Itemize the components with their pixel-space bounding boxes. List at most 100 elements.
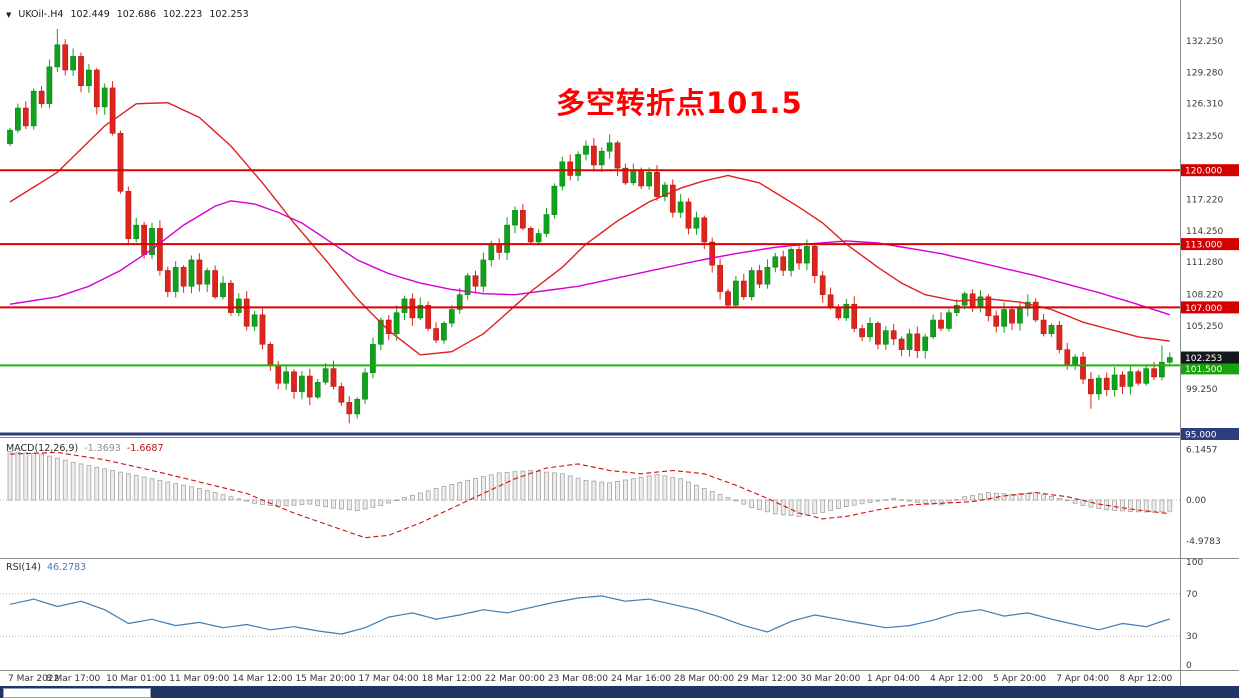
macd-bar [820, 499, 826, 513]
candle-body [306, 375, 313, 398]
price-scale[interactable] [1181, 0, 1239, 686]
candle-body [638, 169, 645, 187]
candle-body [977, 296, 984, 308]
macd-bar [70, 461, 76, 501]
time-label: 7 Apr 04:00 [1056, 674, 1109, 684]
candle-body [456, 294, 463, 310]
candle-body [898, 338, 905, 350]
macd-bar [236, 498, 242, 501]
candle-body [441, 322, 447, 341]
macd-bar [757, 499, 762, 510]
price-badge [1181, 164, 1239, 177]
macd-bar [149, 478, 155, 501]
candle-body [480, 259, 487, 287]
candle-body [62, 44, 69, 71]
macd-bar [1143, 499, 1149, 513]
macd-bar [339, 499, 344, 510]
bottom-scroll-box[interactable] [3, 688, 151, 698]
macd-bar [102, 468, 108, 501]
macd-bar [970, 495, 975, 501]
candle-body [1048, 325, 1055, 334]
macd-bar [141, 476, 147, 501]
macd-histogram [7, 451, 1173, 517]
price-tick: 123.250 [1186, 132, 1223, 142]
price-badge-label: 95.000 [1185, 431, 1217, 441]
macd-bar [788, 499, 794, 516]
time-label: 18 Mar 12:00 [422, 674, 482, 684]
candle-body [164, 270, 171, 292]
macd-bar [843, 499, 849, 507]
time-label: 4 Apr 12:00 [930, 674, 983, 684]
candle-body [93, 69, 100, 108]
candle-body [693, 217, 700, 229]
macd-bar [962, 496, 968, 501]
macd-scale-label: 0.00 [1186, 496, 1206, 506]
time-label: 23 Mar 08:00 [548, 674, 608, 684]
time-label: 15 Mar 20:00 [295, 674, 355, 684]
macd-bar [7, 451, 13, 501]
candle-body [228, 282, 234, 313]
collapse-indicators-icon[interactable]: ▼ [6, 10, 12, 19]
macd-bar [883, 499, 889, 501]
macd-bar [623, 479, 628, 501]
candle-body [1095, 377, 1102, 395]
candle-body [259, 314, 266, 345]
candle-body [22, 107, 29, 127]
candle-body [117, 133, 124, 192]
candle-body [1064, 349, 1071, 366]
candle-body [946, 312, 952, 329]
candle-body [1135, 371, 1142, 384]
macd-bar [1017, 493, 1023, 501]
candle-body [685, 201, 692, 229]
candle-body [764, 267, 771, 285]
macd-bar [646, 475, 652, 501]
candle-body [1166, 357, 1173, 363]
macd-bar [638, 476, 644, 501]
candle-body [788, 249, 794, 271]
macd-bar [567, 475, 573, 501]
macd-bar [39, 453, 44, 501]
macd-bar [402, 497, 407, 501]
candle-body [551, 185, 558, 215]
macd-bar [228, 496, 234, 501]
bottom-status-bar [0, 686, 1239, 698]
macd-bar [891, 498, 897, 501]
candle-body [472, 275, 479, 287]
candle-body [1151, 368, 1157, 378]
candle-body [1080, 356, 1086, 380]
candle-body [669, 184, 676, 213]
macd-bar [1025, 492, 1031, 501]
candle-body [354, 398, 361, 415]
candle-body [1103, 377, 1110, 390]
candle-body [811, 245, 818, 276]
candle-body [520, 210, 526, 229]
candle-body [930, 319, 936, 338]
candle-body [448, 309, 455, 324]
macd-bar [362, 499, 368, 510]
rsi-value: 46.2783 [46, 562, 87, 573]
candle-body [985, 296, 992, 317]
macd-bar [1159, 499, 1165, 513]
price-badge [1181, 351, 1239, 364]
time-scale[interactable] [0, 671, 1181, 686]
macd-bar [504, 471, 510, 501]
macd-bar [867, 499, 873, 503]
macd-bar [575, 477, 581, 501]
macd-bar [15, 451, 21, 501]
candle-body [740, 280, 747, 298]
rsi-scale-label: 0 [1186, 661, 1192, 671]
time-label: 7 Mar 2022 [8, 674, 59, 684]
candle-body [133, 224, 140, 240]
rsi-line [9, 595, 1170, 635]
macd-bar [583, 479, 589, 501]
candle-body [141, 224, 147, 255]
candle-body [275, 365, 282, 384]
macd-bar [812, 499, 818, 515]
macd-scale-label: -4.9783 [1186, 537, 1221, 547]
symbol-info-bar: ▼ UKOil-.H4 102.449 102.686 102.223 102.… [6, 9, 249, 20]
candle-body [851, 303, 858, 329]
macd-bar [875, 499, 881, 502]
macd-bar [378, 499, 384, 507]
annotation-text[interactable]: 多空转折点101.5 [556, 86, 803, 120]
